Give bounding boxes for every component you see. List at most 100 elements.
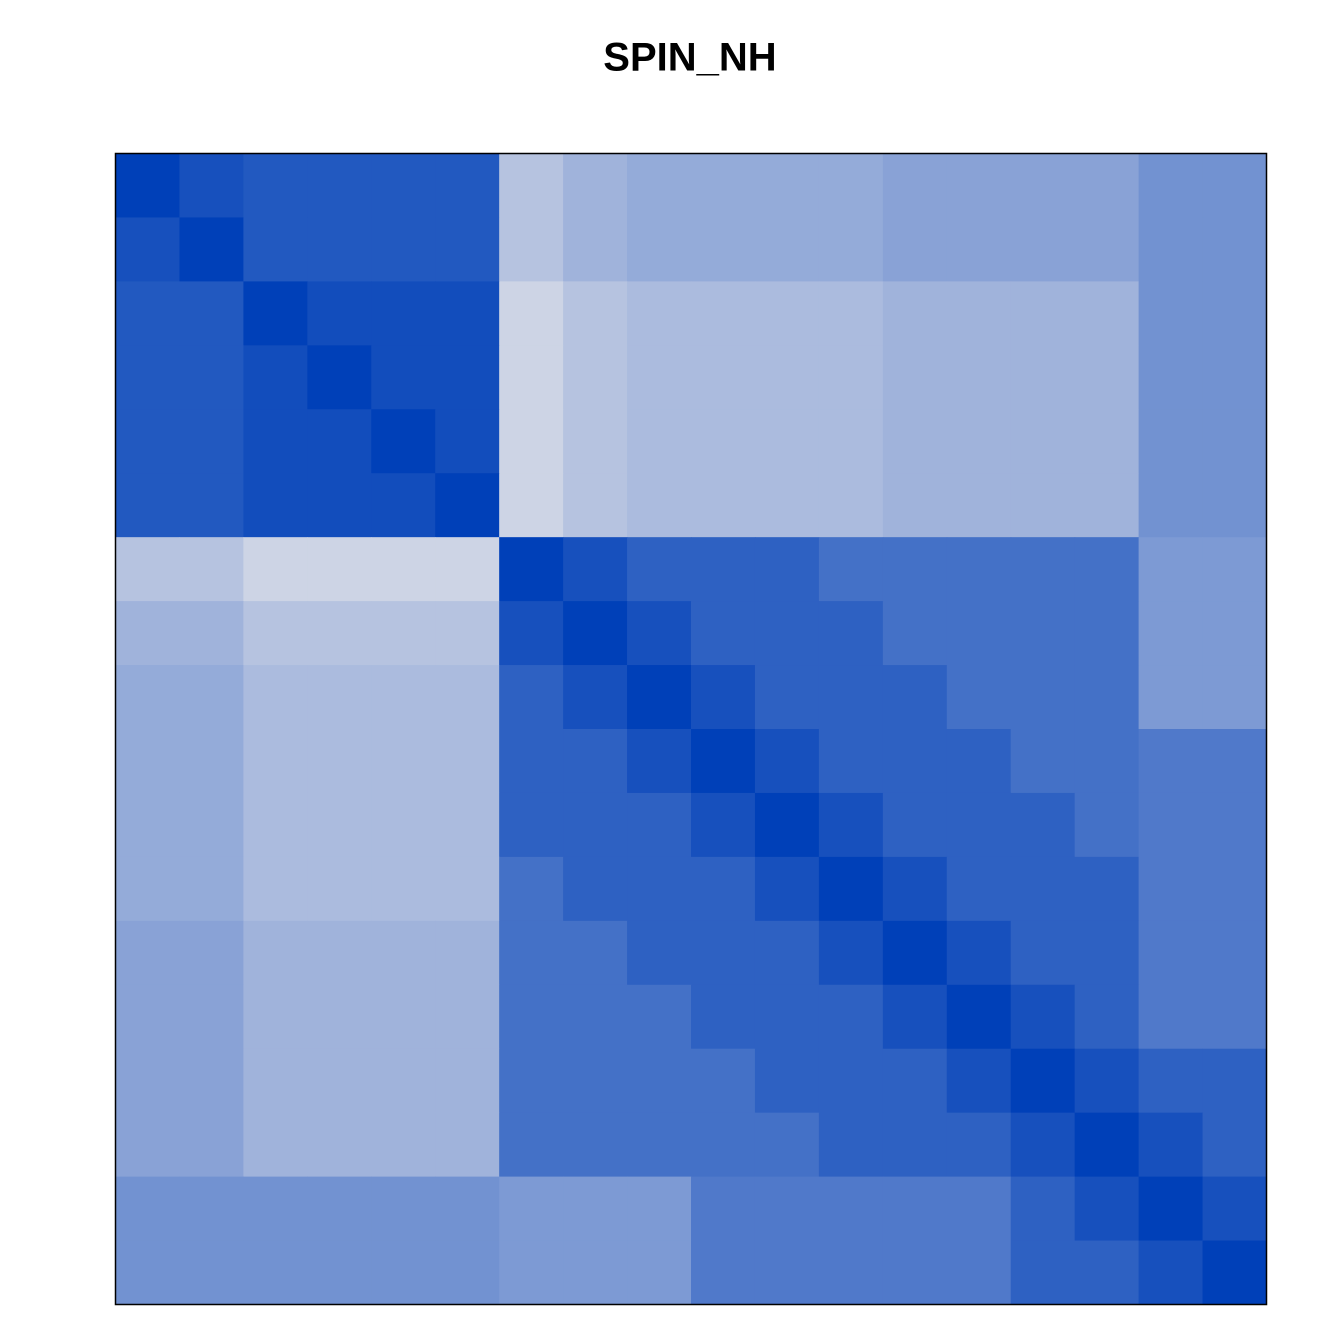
heatmap-cell <box>243 537 308 602</box>
heatmap-cell <box>1010 729 1076 794</box>
heatmap-cell <box>946 665 1012 730</box>
heatmap-cell <box>946 601 1012 666</box>
heatmap-cell <box>691 601 756 666</box>
heatmap-cell <box>563 1112 628 1178</box>
heatmap-cell <box>1010 984 1076 1050</box>
heatmap-cell <box>1202 1176 1267 1242</box>
heatmap-cell <box>754 856 820 922</box>
heatmap-cell <box>627 984 692 1050</box>
heatmap-cell <box>435 153 500 218</box>
heatmap-cell <box>818 1176 884 1242</box>
heatmap-cell <box>1074 665 1140 730</box>
heatmap-cell <box>754 537 820 602</box>
heatmap-cell <box>1202 217 1267 282</box>
heatmap-cell <box>371 281 436 346</box>
heatmap-cell <box>115 1240 180 1305</box>
heatmap-cell <box>818 345 884 410</box>
heatmap-cell <box>179 856 244 922</box>
heatmap-cell <box>691 1112 756 1178</box>
heatmap-cell <box>435 473 500 538</box>
heatmap-cell <box>946 345 1012 410</box>
heatmap-cell <box>115 665 180 730</box>
heatmap-cell <box>435 1112 500 1178</box>
heatmap-cell <box>1074 1048 1140 1114</box>
heatmap-cell <box>307 1176 372 1242</box>
heatmap-cell <box>1138 153 1204 218</box>
heatmap-cell <box>627 153 692 218</box>
heatmap-cell <box>563 1240 628 1305</box>
heatmap-cell <box>882 1048 948 1114</box>
heatmap-cell <box>882 153 948 218</box>
heatmap-cell <box>243 473 308 538</box>
heatmap-cell <box>818 473 884 538</box>
heatmap-cell <box>754 409 820 474</box>
heatmap-cell <box>1202 153 1267 218</box>
heatmap-cell <box>1010 1176 1076 1242</box>
heatmap-cell <box>882 409 948 474</box>
heatmap-cell <box>499 792 564 858</box>
heatmap-cell <box>243 1176 308 1242</box>
heatmap-cell <box>1010 409 1076 474</box>
heatmap-cell <box>882 1240 948 1305</box>
heatmap-cell <box>243 281 308 346</box>
heatmap-cell <box>1074 281 1140 346</box>
heatmap-cell <box>371 1240 436 1305</box>
heatmap-cell <box>435 601 500 666</box>
heatmap-cell <box>754 1240 820 1305</box>
heatmap-cell <box>1138 1112 1204 1178</box>
heatmap-cell <box>371 984 436 1050</box>
heatmap-cell <box>307 856 372 922</box>
heatmap-cell <box>179 920 244 986</box>
heatmap-cell <box>1202 537 1267 602</box>
heatmap-cell <box>435 856 500 922</box>
heatmap-cell <box>115 345 180 410</box>
heatmap-cell <box>179 1240 244 1305</box>
heatmap-cell <box>115 792 180 858</box>
heatmap-cell <box>1202 1240 1267 1305</box>
heatmap-cell <box>371 1048 436 1114</box>
heatmap-cell <box>882 984 948 1050</box>
heatmap-cell <box>307 345 372 410</box>
heatmap-cell <box>754 473 820 538</box>
heatmap-cell <box>371 920 436 986</box>
heatmap-cell <box>371 153 436 218</box>
heatmap-cell <box>1010 345 1076 410</box>
heatmap-cell <box>115 281 180 346</box>
heatmap-cell <box>435 984 500 1050</box>
heatmap-cell <box>1074 345 1140 410</box>
heatmap-cell <box>499 217 564 282</box>
heatmap-cell <box>1074 729 1140 794</box>
heatmap-cell <box>1074 1176 1140 1242</box>
heatmap-cell <box>115 601 180 666</box>
heatmap-cell <box>563 217 628 282</box>
heatmap-cell <box>882 1176 948 1242</box>
heatmap-cell <box>307 537 372 602</box>
heatmap-cell <box>1138 409 1204 474</box>
heatmap-cell <box>946 792 1012 858</box>
heatmap-cell <box>307 473 372 538</box>
heatmap-cell <box>691 1240 756 1305</box>
heatmap-cell <box>691 1176 756 1242</box>
heatmap-cell <box>435 729 500 794</box>
heatmap-cell <box>307 601 372 666</box>
heatmap-cell <box>179 1176 244 1242</box>
heatmap-cell <box>627 729 692 794</box>
heatmap-cell <box>243 984 308 1050</box>
heatmap-cell <box>946 409 1012 474</box>
heatmap-cell <box>946 1176 1012 1242</box>
heatmap-cell <box>946 856 1012 922</box>
heatmap-cell <box>946 537 1012 602</box>
heatmap-cell <box>371 409 436 474</box>
heatmap-cell <box>1202 601 1267 666</box>
heatmap-cell <box>691 409 756 474</box>
heatmap-cell <box>1202 856 1267 922</box>
heatmap-cell <box>243 856 308 922</box>
heatmap-cell <box>435 281 500 346</box>
heatmap-cell <box>1202 665 1267 730</box>
heatmap-cell <box>1138 729 1204 794</box>
heatmap-cell <box>243 601 308 666</box>
heatmap-cell <box>1074 1240 1140 1305</box>
heatmap-cell <box>371 1176 436 1242</box>
heatmap-cell <box>563 473 628 538</box>
